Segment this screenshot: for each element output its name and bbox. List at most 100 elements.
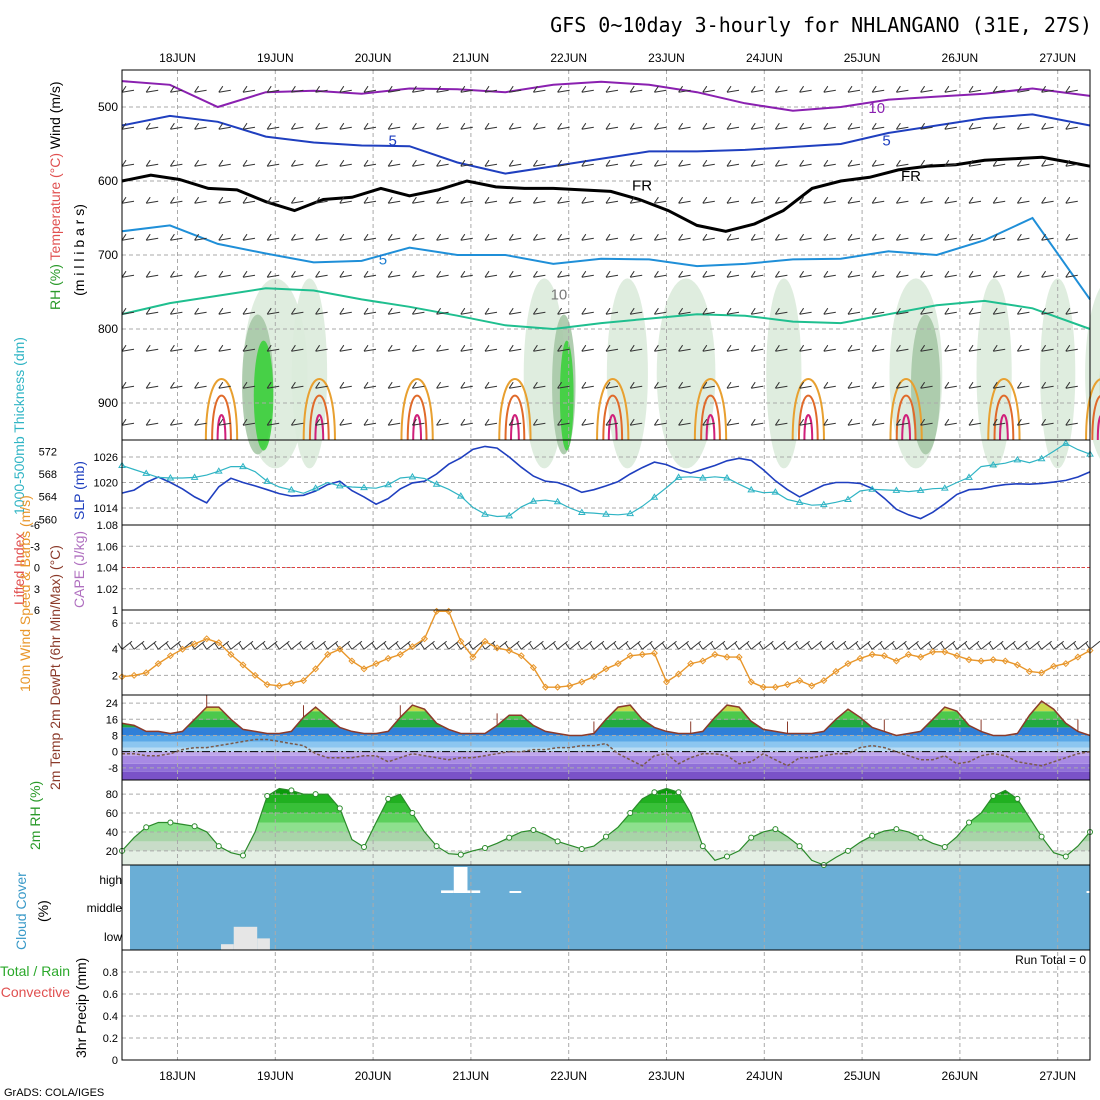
rh-marker: [264, 793, 271, 800]
thickness-marker: [190, 473, 199, 480]
thickness-marker: [214, 467, 223, 474]
wind-barb: [944, 418, 957, 426]
wind-barb: [581, 307, 594, 315]
wind-speed-marker: [771, 683, 779, 691]
rh-band: [122, 788, 1090, 795]
temp-loop: [803, 414, 814, 441]
wind-barb-10m: [359, 640, 375, 650]
wind-barb: [605, 85, 619, 93]
wind-barb: [290, 307, 304, 315]
wind-barb: [968, 270, 982, 278]
cloud-segment-high: [441, 890, 454, 893]
wind-barb: [242, 418, 256, 426]
wind-barb: [847, 122, 861, 130]
wind-barb: [218, 270, 231, 278]
wind-barb: [823, 270, 836, 278]
wind-barb-10m: [1037, 640, 1052, 650]
wind-barb: [387, 270, 401, 278]
wind-speed-marker: [747, 678, 755, 686]
wind-barb: [992, 344, 1006, 352]
x-tick-bottom: 22JUN: [550, 1069, 587, 1083]
wind-barb-10m: [649, 640, 665, 650]
wind-barb: [436, 381, 449, 389]
wind-barb: [992, 418, 1006, 426]
wind-barb: [363, 418, 377, 426]
y-tick-right: 1026: [94, 452, 118, 464]
rh-marker: [966, 819, 972, 826]
wind-speed-marker: [469, 653, 477, 661]
thickness-marker: [819, 500, 828, 508]
wind-barb: [774, 381, 788, 389]
wind-barb: [387, 122, 401, 130]
wind-barb: [823, 418, 836, 426]
wind-barb: [363, 381, 377, 389]
contour-label: FR: [901, 168, 921, 185]
wind-barb: [702, 233, 715, 241]
wind-barb: [944, 381, 957, 389]
wind-speed-marker: [578, 678, 586, 686]
thickness-marker: [723, 473, 731, 481]
rh-band: [122, 803, 1090, 814]
wind-speed-marker: [372, 660, 380, 668]
wind-barb-10m: [1073, 640, 1089, 650]
wind-barb: [290, 233, 304, 241]
temp-loop: [602, 394, 624, 441]
wind-speed-marker: [868, 650, 876, 658]
wind-barb: [581, 270, 594, 278]
wind-barb-10m: [383, 640, 399, 650]
wind-barb: [1016, 159, 1030, 167]
wind-barb-10m: [202, 640, 218, 650]
wind-barb: [823, 85, 836, 93]
wind-barb: [774, 344, 788, 352]
wind-barb: [315, 344, 328, 352]
wind-barb: [1041, 233, 1054, 241]
chart-title: GFS 0~10day 3-hourly for NHLANGANO (31E,…: [550, 13, 1092, 37]
wind-barb: [702, 122, 715, 130]
thickness-marker: [432, 480, 441, 487]
wind-barb: [242, 122, 256, 130]
wind-barb: [266, 344, 280, 352]
rh-marker: [457, 851, 464, 858]
wind-barb: [1065, 418, 1078, 426]
y-tick: 900: [98, 396, 118, 410]
wind-speed-marker: [154, 660, 162, 668]
wind-barb: [944, 344, 957, 352]
wind-barb: [920, 418, 933, 426]
wind-barb-10m: [468, 640, 484, 650]
rh-marker: [772, 826, 779, 833]
wind-barb: [823, 122, 836, 130]
wind-barb-10m: [904, 640, 919, 650]
thickness-marker: [1037, 454, 1046, 462]
wind-barb: [992, 307, 1006, 315]
wind-barb: [653, 196, 667, 204]
rh-marker: [240, 852, 246, 859]
wind-barb: [1065, 233, 1078, 241]
wind-barb-10m: [153, 640, 169, 650]
wind-barb: [484, 381, 498, 389]
wind-barb: [436, 159, 449, 167]
wind-barb: [242, 233, 256, 241]
wind-barb: [1065, 344, 1078, 352]
wind-barb: [169, 270, 183, 278]
thickness-marker: [602, 510, 610, 517]
wind-barb: [121, 307, 135, 315]
contour-label: 10: [551, 286, 568, 303]
wind-barb: [774, 122, 788, 130]
wind-barb: [557, 418, 570, 426]
wind-barb: [1041, 344, 1054, 352]
wind-speed-marker: [723, 653, 731, 661]
temp-loop: [987, 377, 1021, 441]
wind-barb: [992, 233, 1006, 241]
wind-barb: [557, 307, 570, 315]
wind-barb-10m: [565, 640, 581, 650]
temp-loop: [607, 414, 618, 441]
wind-barb: [460, 159, 473, 167]
wind-barb: [944, 85, 957, 93]
wind-barb: [169, 381, 183, 389]
wind-barb: [315, 418, 328, 426]
wind-barb: [460, 418, 473, 426]
wind-speed-marker: [505, 647, 513, 655]
wind-barb: [508, 159, 522, 167]
wind-speed-marker: [299, 677, 308, 685]
